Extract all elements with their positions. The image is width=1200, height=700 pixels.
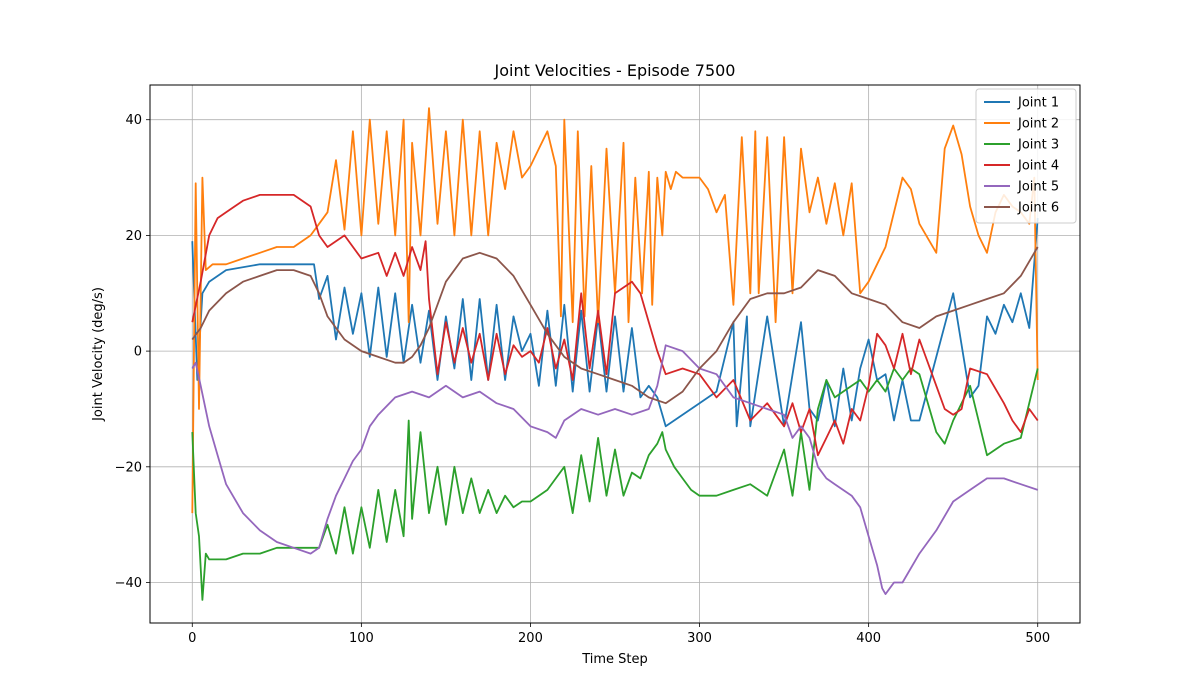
y-tick-label: 40 [125,113,142,128]
y-axis-ticks: −40 −20 0 20 40 [115,113,150,591]
y-tick-label: −20 [115,460,142,475]
grid-lines [150,85,1080,623]
series-line-joint-1 [191,218,1039,428]
series-line-joint-3 [191,367,1039,601]
y-tick-label: 20 [125,229,142,244]
x-tick-label: 400 [856,631,881,646]
chart-title: Joint Velocities - Episode 7500 [494,61,736,80]
legend-label: Joint 3 [1017,138,1059,153]
series-lines [191,107,1039,601]
x-tick-label: 0 [188,631,196,646]
y-axis-label: Joint Velocity (deg/s) [91,287,106,422]
series-line-joint-6 [191,246,1039,405]
x-tick-label: 200 [518,631,543,646]
x-axis-ticks: 0 100 200 300 400 500 [188,623,1050,646]
legend-label: Joint 1 [1017,96,1059,111]
legend-label: Joint 5 [1017,180,1059,195]
y-tick-label: 0 [134,345,142,360]
y-tick-label: −40 [115,576,142,591]
legend-label: Joint 2 [1017,117,1059,132]
plot-frame [149,84,1081,624]
legend-label: Joint 4 [1017,159,1059,174]
x-tick-label: 300 [687,631,712,646]
series-line-joint-4 [191,193,1039,457]
series-line-joint-5 [191,344,1038,595]
legend: Joint 1 Joint 2 Joint 3 Joint 4 Joint 5 Joint… [975,88,1077,224]
x-axis-label: Time Step [581,652,648,667]
x-tick-label: 100 [349,631,374,646]
legend-label: Joint 6 [1017,201,1059,216]
x-tick-label: 500 [1025,631,1050,646]
series-line-joint-2 [191,107,1039,514]
